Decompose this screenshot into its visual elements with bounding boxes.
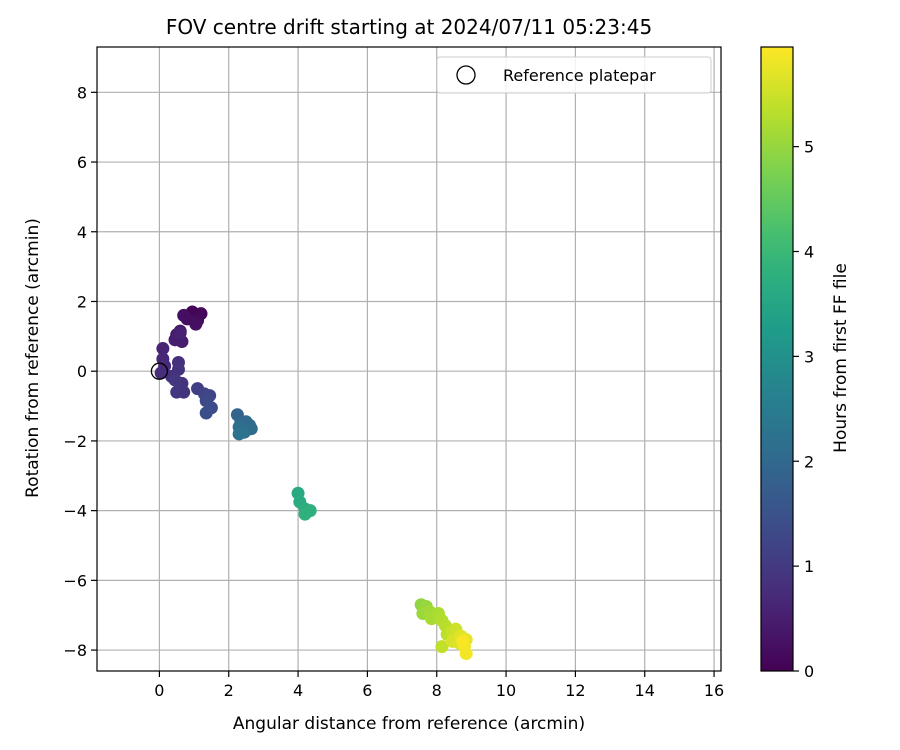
data-point [168, 373, 182, 387]
x-tick-label: 12 [565, 681, 585, 700]
data-point [156, 342, 170, 356]
data-point [154, 366, 168, 380]
colorbar-tick-label: 5 [804, 138, 814, 157]
x-tick-label: 0 [154, 681, 164, 700]
data-point [298, 507, 312, 521]
y-tick-label: −6 [63, 571, 87, 590]
colorbar-tick-label: 2 [804, 452, 814, 471]
data-point [171, 362, 185, 376]
y-tick-label: −8 [63, 641, 87, 660]
plot-background [97, 47, 721, 671]
reference-marker [150, 362, 169, 380]
y-tick-label: 4 [77, 223, 87, 242]
y-tick-label: 8 [77, 83, 87, 102]
data-point [435, 640, 449, 654]
x-tick-label: 4 [293, 681, 303, 700]
chart-title: FOV centre drift starting at 2024/07/11 … [166, 15, 652, 39]
colorbar-tick-label: 1 [804, 557, 814, 576]
colorbar-label: Hours from first FF file [831, 263, 851, 453]
x-tick-label: 2 [224, 681, 234, 700]
legend: Reference platepar [436, 56, 712, 94]
colorbar-frame [760, 46, 794, 672]
plot-area: 0 2 4 6 8 10 12 14 16 −8 −6 −4 −2 0 2 4 6 8 [63, 46, 724, 700]
y-tick-label: 6 [77, 153, 87, 172]
data-point [232, 427, 246, 441]
x-tick-label: 16 [704, 681, 724, 700]
x-tick-label: 10 [496, 681, 516, 700]
colorbar: 0 1 2 3 4 5 [760, 46, 814, 681]
data-point [456, 634, 470, 648]
legend-label: Reference platepar [503, 66, 656, 85]
legend-box [436, 56, 712, 94]
colorbar-gradient [761, 47, 793, 671]
colorbar-tick-label: 4 [804, 243, 814, 262]
data-point [170, 385, 184, 399]
legend-marker [456, 65, 476, 85]
x-tick-label: 14 [635, 681, 655, 700]
colorbar-tick-label: 3 [804, 347, 814, 366]
y-tick-label: −4 [63, 502, 87, 521]
x-tick-label: 6 [362, 681, 372, 700]
x-axis-label: Angular distance from reference (arcmin) [233, 714, 585, 734]
data-point [177, 308, 191, 322]
colorbar-tick-label: 0 [804, 662, 814, 681]
y-axis-label: Rotation from reference (arcmin) [23, 218, 43, 498]
y-tick-label: −2 [63, 432, 87, 451]
y-tick-label: 2 [77, 292, 87, 311]
axes-frame [96, 46, 722, 672]
data-point [173, 326, 187, 340]
y-tick-label: 0 [77, 362, 87, 381]
data-point [199, 406, 213, 420]
data-point [189, 317, 203, 331]
data-point [459, 647, 473, 661]
x-tick-label: 8 [432, 681, 442, 700]
